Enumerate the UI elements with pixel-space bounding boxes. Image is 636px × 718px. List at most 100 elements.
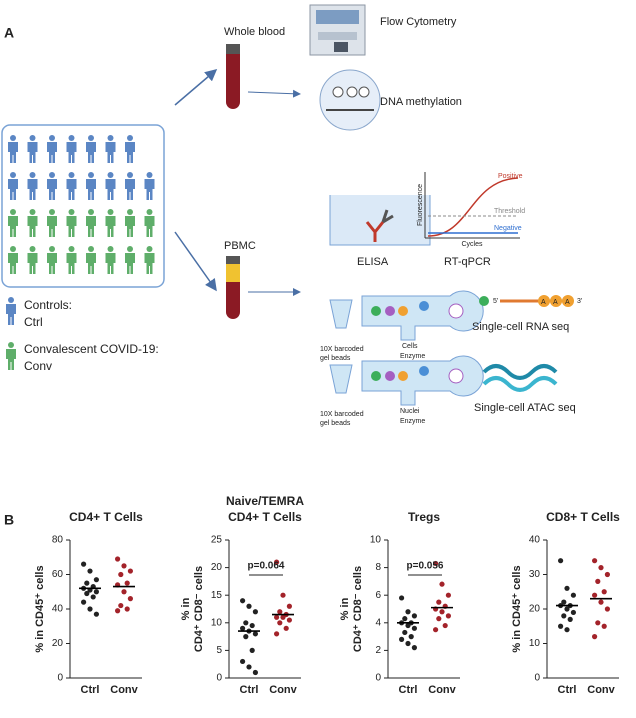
person-body: [125, 179, 135, 200]
x-tick-label: Ctrl: [558, 684, 577, 696]
person-head: [127, 172, 133, 178]
panel-label: A: [4, 25, 14, 41]
blood-tube: [226, 44, 240, 109]
person-body: [86, 142, 96, 163]
oligo: [479, 295, 574, 307]
person-body: [105, 253, 116, 274]
person-body: [47, 253, 57, 274]
data-point: [249, 622, 255, 629]
person-head: [146, 246, 153, 252]
label: A: [541, 299, 546, 306]
data-point: [93, 577, 99, 583]
data-point: [405, 622, 411, 629]
person-head: [8, 342, 14, 348]
data-point: [411, 625, 417, 631]
data-point: [561, 599, 567, 605]
label: 10X barcoded: [320, 346, 364, 353]
person-body: [105, 179, 116, 200]
person-head: [8, 297, 14, 303]
label: Cells: [402, 343, 418, 350]
person-head: [127, 246, 133, 252]
person-body: [8, 216, 18, 237]
y-tick-label: 60: [52, 569, 64, 580]
people-icons: [8, 135, 155, 274]
y-tick-label: 20: [211, 562, 223, 573]
data-point: [433, 560, 439, 567]
y-tick-label: 80: [52, 535, 64, 546]
y-axis-label: CD4⁺ CD8⁻ cells: [193, 566, 205, 652]
chart-title: Tregs: [408, 510, 440, 524]
person-body: [8, 142, 18, 163]
data-point: [118, 602, 124, 609]
data-point: [124, 606, 130, 612]
p-value: p=0.056: [407, 561, 444, 572]
person-head: [88, 135, 94, 141]
data-point: [439, 609, 445, 615]
data-point: [570, 609, 577, 616]
y-tick-label: 10: [370, 535, 382, 546]
person-body: [144, 253, 155, 274]
data-point: [84, 580, 90, 586]
data-point: [274, 614, 280, 620]
data-point: [604, 571, 611, 578]
data-point: [286, 617, 292, 623]
y-axis-label: CD4⁺ CD8⁻ cells: [352, 566, 364, 652]
label: Enzyme: [400, 353, 425, 360]
chart-title: Naive/TEMRA: [226, 494, 304, 508]
person-body: [125, 216, 135, 237]
data-point: [592, 592, 598, 598]
data-point: [411, 613, 417, 619]
methylation-icon: [319, 69, 381, 131]
x-tick-label: Ctrl: [81, 684, 100, 696]
person-head: [29, 172, 36, 178]
y-tick-label: 6: [375, 590, 381, 601]
person-body: [125, 142, 135, 163]
y-tick-label: 40: [52, 604, 64, 615]
data-point: [280, 592, 286, 598]
data-point: [246, 664, 252, 670]
pbmc-tube: [226, 256, 240, 319]
data-point: [93, 589, 99, 595]
person-body: [66, 142, 77, 163]
microfluidic-rna: [329, 290, 484, 341]
y-tick-label: 40: [529, 535, 541, 546]
data-point: [561, 613, 567, 619]
data-point: [283, 625, 289, 631]
person-body: [125, 253, 135, 274]
y-tick-label: 25: [211, 535, 223, 546]
legend-label: Convalescent COVID-19:: [24, 342, 159, 356]
data-point: [121, 563, 127, 569]
elisa-icon: [329, 195, 431, 246]
data-point: [442, 622, 448, 629]
person-head: [49, 209, 55, 215]
y-tick-label: 0: [57, 673, 63, 684]
person-body: [144, 216, 155, 237]
data-point: [277, 609, 283, 615]
label: 10X barcoded: [320, 411, 364, 418]
cohort-box: [1, 124, 165, 288]
data-point: [252, 669, 258, 676]
y-axis-label: % in: [180, 597, 192, 620]
person-body: [27, 253, 38, 274]
person-body: [66, 216, 77, 237]
label: Enzyme: [400, 418, 425, 425]
label: Negative: [494, 225, 522, 232]
y-tick-label: 10: [211, 617, 223, 628]
y-tick-label: 0: [216, 673, 222, 684]
arrow: [174, 69, 218, 106]
label: Flow Cytometry: [380, 16, 457, 28]
person-head: [10, 135, 16, 141]
data-point: [249, 647, 255, 654]
label: Threshold: [494, 208, 525, 215]
data-point: [570, 592, 577, 598]
person-body: [86, 179, 96, 200]
data-point: [399, 595, 405, 601]
data-point: [564, 585, 570, 591]
person-head: [107, 209, 114, 215]
y-tick-label: 0: [375, 673, 381, 684]
data-point: [601, 623, 607, 629]
person-body: [8, 179, 18, 200]
label: Single-cell ATAC seq: [474, 402, 576, 414]
data-point: [445, 613, 451, 619]
